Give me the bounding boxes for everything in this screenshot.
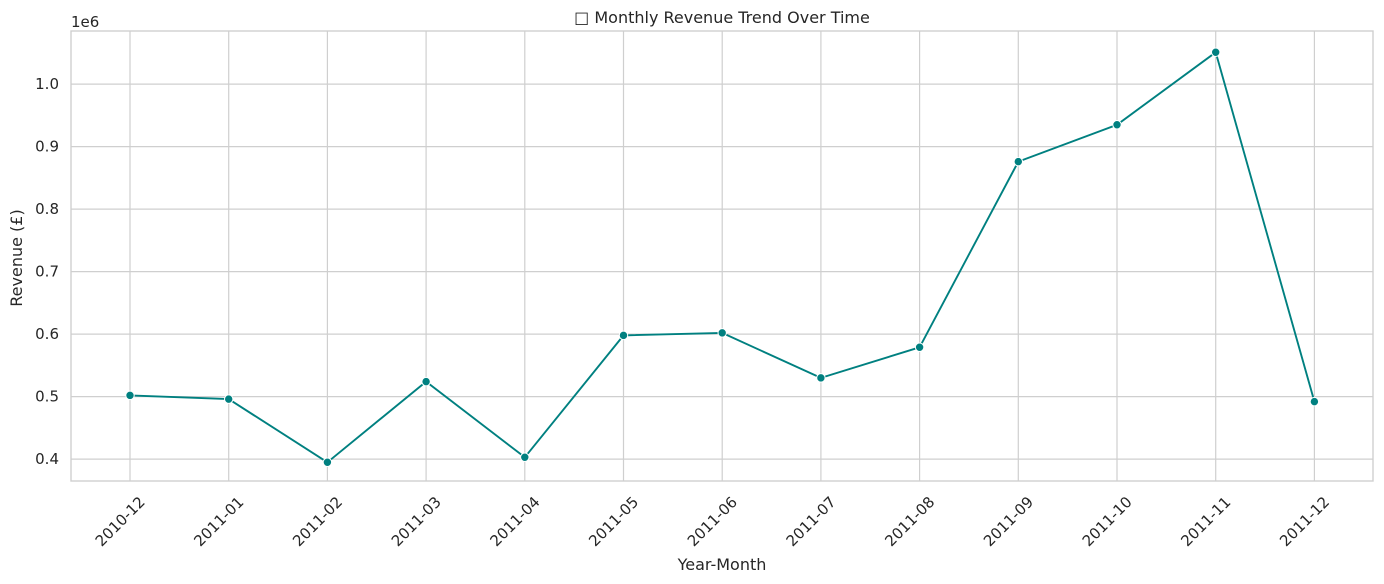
x-tick-label: 2011-01 xyxy=(190,493,247,550)
x-tick-label: 2011-03 xyxy=(388,493,445,550)
y-tick-label: 0.9 xyxy=(35,138,59,156)
y-axis-label: Revenue (£) xyxy=(7,209,26,306)
data-point xyxy=(816,373,826,383)
x-tick-label: 2011-04 xyxy=(486,493,543,550)
data-point xyxy=(1112,120,1122,130)
y-tick-label: 0.4 xyxy=(35,450,59,468)
x-tick-labels: 2010-12 2011-01 2011-02 2011-03 2011-04 2011-… xyxy=(92,493,1333,550)
data-point xyxy=(717,328,727,338)
data-point xyxy=(224,394,234,404)
data-point xyxy=(1211,47,1221,57)
y-tick-label: 1.0 xyxy=(35,75,59,93)
x-tick-label: 2011-07 xyxy=(783,493,840,550)
plot-area-frame xyxy=(70,30,1374,482)
y-tick-label: 0.6 xyxy=(35,325,59,343)
y-tick-label: 0.8 xyxy=(35,200,59,218)
data-point xyxy=(322,457,333,467)
x-tick-label: 2011-12 xyxy=(1276,493,1333,550)
x-tick-label: 2011-09 xyxy=(980,493,1037,550)
x-tick-label: 2010-12 xyxy=(92,493,149,550)
data-point xyxy=(914,342,925,352)
x-tick-label: 2011-02 xyxy=(289,493,346,550)
x-tick-label: 2011-11 xyxy=(1177,493,1234,550)
data-point xyxy=(125,390,135,401)
chart-title: □ Monthly Revenue Trend Over Time xyxy=(574,8,870,27)
x-tick-label: 2011-05 xyxy=(585,493,642,550)
data-point xyxy=(1013,156,1023,167)
data-point xyxy=(520,452,530,462)
x-tick-label: 2011-06 xyxy=(684,493,741,550)
data-point xyxy=(421,376,431,387)
y-tick-label: 0.5 xyxy=(35,388,59,406)
x-axis-label: Year-Month xyxy=(677,555,767,574)
grid-lines xyxy=(71,31,1373,481)
y-tick-labels: 0.4 0.5 0.6 0.7 0.8 0.9 1.0 xyxy=(35,75,59,468)
series-layer xyxy=(125,47,1320,467)
x-tick-label: 2011-08 xyxy=(881,493,938,550)
y-axis-offset-label: 1e6 xyxy=(71,13,99,31)
data-point xyxy=(618,330,629,341)
y-tick-label: 0.7 xyxy=(35,263,59,281)
data-point xyxy=(1309,396,1320,407)
x-tick-label: 2011-10 xyxy=(1079,493,1136,550)
